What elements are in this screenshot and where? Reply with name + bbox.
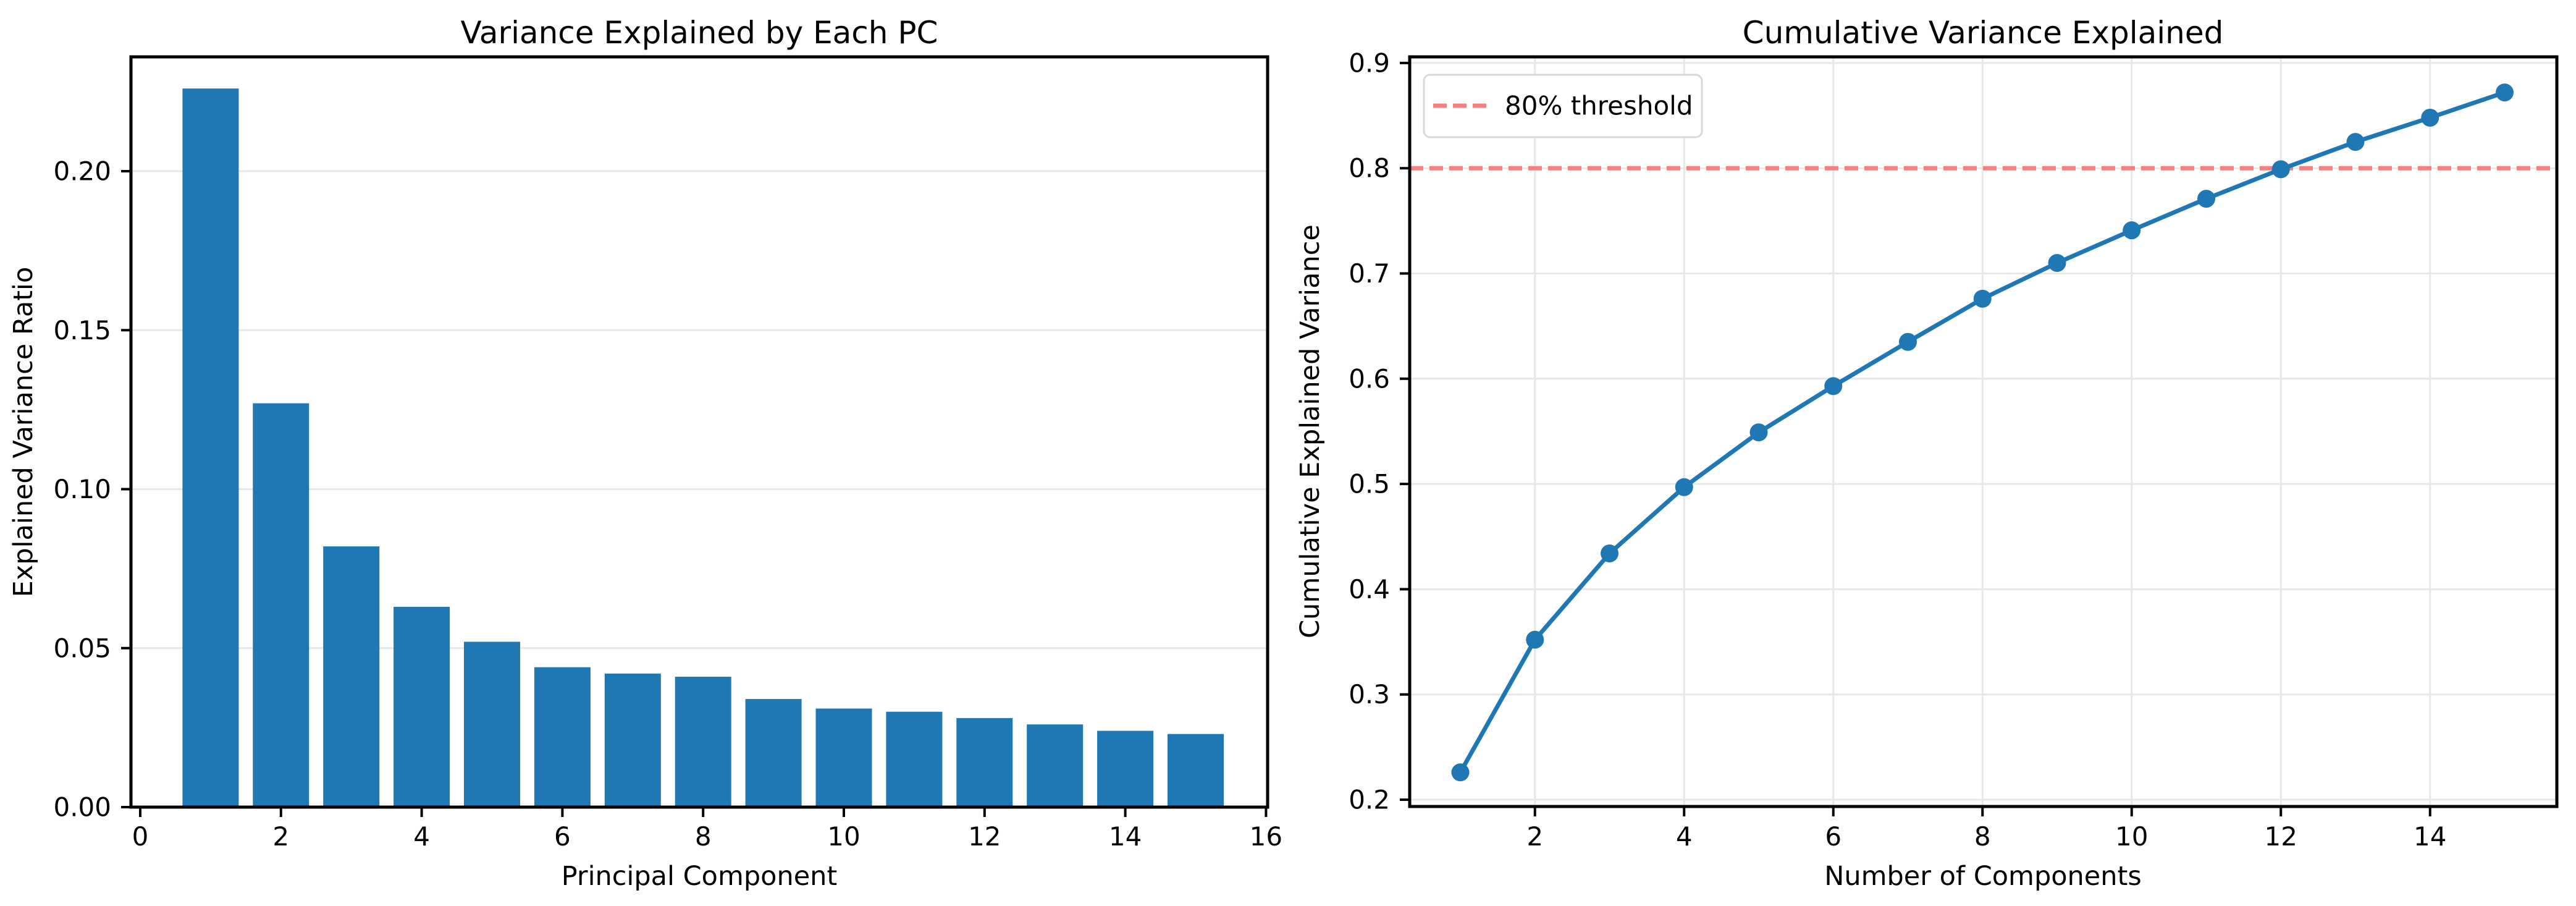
right-chart-cumulative-line: 2 4 6 8 10 12 14 0.2 0.3 0.4 0.5 0.6 0.7 0.8 0.9 Cumula… (1295, 15, 2559, 892)
x-tick-label: 14 (2414, 821, 2446, 852)
point-component-12 (2271, 160, 2290, 179)
y-tick-label: 0.5 (1349, 469, 1390, 499)
y-tick-label: 0.15 (53, 315, 111, 345)
point-component-4 (1675, 478, 1693, 496)
point-component-2 (1526, 630, 1544, 649)
x-tick-label: 4 (413, 821, 430, 852)
chart-title: Variance Explained by Each PC (461, 15, 938, 51)
point-component-7 (1899, 332, 1917, 351)
bar-pc-15 (1168, 734, 1224, 807)
point-component-11 (2197, 190, 2215, 208)
x-tick-label: 10 (827, 821, 860, 852)
y-tick-label: 0.6 (1349, 363, 1390, 394)
bar-pc-6 (534, 667, 591, 807)
bar-pc-11 (886, 711, 943, 807)
point-component-13 (2346, 133, 2365, 151)
x-tick-label: 14 (1109, 821, 1142, 852)
bar-pc-3 (323, 546, 380, 807)
point-component-3 (1601, 544, 1618, 562)
x-tick-label: 16 (1250, 821, 1282, 852)
x-tick-label: 12 (2265, 821, 2297, 852)
axes-spines (129, 55, 1269, 809)
bar-pc-1 (182, 88, 239, 808)
point-component-6 (1824, 377, 1843, 396)
point-component-10 (2123, 221, 2141, 240)
bar-pc-13 (1027, 724, 1084, 807)
bar-pc-5 (464, 641, 520, 807)
x-tick-label: 2 (1526, 821, 1543, 852)
y-tick-label: 0.05 (53, 633, 111, 663)
x-tick-label: 12 (968, 821, 1001, 852)
bar-pc-8 (675, 677, 731, 807)
point-component-1 (1451, 763, 1470, 782)
y-tick-label: 0.7 (1349, 258, 1390, 289)
bar-pc-2 (253, 403, 309, 807)
bar-pc-14 (1097, 730, 1154, 807)
point-component-8 (1973, 289, 1992, 308)
y-tick-label: 0.20 (53, 156, 111, 187)
bar-pc-7 (604, 673, 661, 807)
x-tick-label: 6 (1825, 821, 1842, 852)
y-tick-label: 0.2 (1349, 785, 1390, 815)
x-tick-label: 6 (554, 821, 571, 852)
y-tick-label: 0.9 (1349, 48, 1390, 78)
legend-entry-label: 80% threshold (1505, 91, 1693, 121)
point-component-14 (2421, 108, 2439, 127)
y-tick-label: 0.8 (1349, 153, 1390, 184)
x-tick-label: 8 (1974, 821, 1991, 852)
point-component-15 (2496, 83, 2514, 102)
x-axis-label: Number of Components (1824, 861, 2142, 892)
x-tick-label: 10 (2115, 821, 2148, 852)
y-tick-label: 0.3 (1349, 679, 1390, 709)
x-tick-label: 0 (132, 821, 149, 852)
x-tick-label: 8 (695, 821, 712, 852)
x-axis-label: Principal Component (562, 861, 838, 892)
legend-box (1423, 74, 1703, 138)
bar-pc-10 (815, 708, 872, 807)
legend: 80% threshold (1423, 74, 1703, 138)
point-component-9 (2048, 253, 2066, 272)
left-chart-variance-bars: 0 2 4 6 8 10 12 14 16 0.00 0.05 0.10 0.15 0.20 Varianc… (8, 15, 1282, 892)
y-tick-label: 0.10 (53, 474, 111, 504)
x-tick-label: 2 (272, 821, 289, 852)
x-tick-label: 4 (1676, 821, 1693, 852)
y-tick-label: 0.00 (53, 792, 111, 823)
bar-pc-12 (956, 718, 1013, 807)
y-axis-label: Cumulative Explained Variance (1295, 224, 1326, 638)
bar-pc-4 (394, 606, 450, 807)
chart-title: Cumulative Variance Explained (1743, 15, 2224, 51)
y-axis-label: Explained Variance Ratio (8, 267, 39, 598)
y-tick-label: 0.4 (1349, 574, 1390, 604)
point-component-5 (1749, 423, 1768, 442)
bar-pc-9 (745, 699, 802, 807)
